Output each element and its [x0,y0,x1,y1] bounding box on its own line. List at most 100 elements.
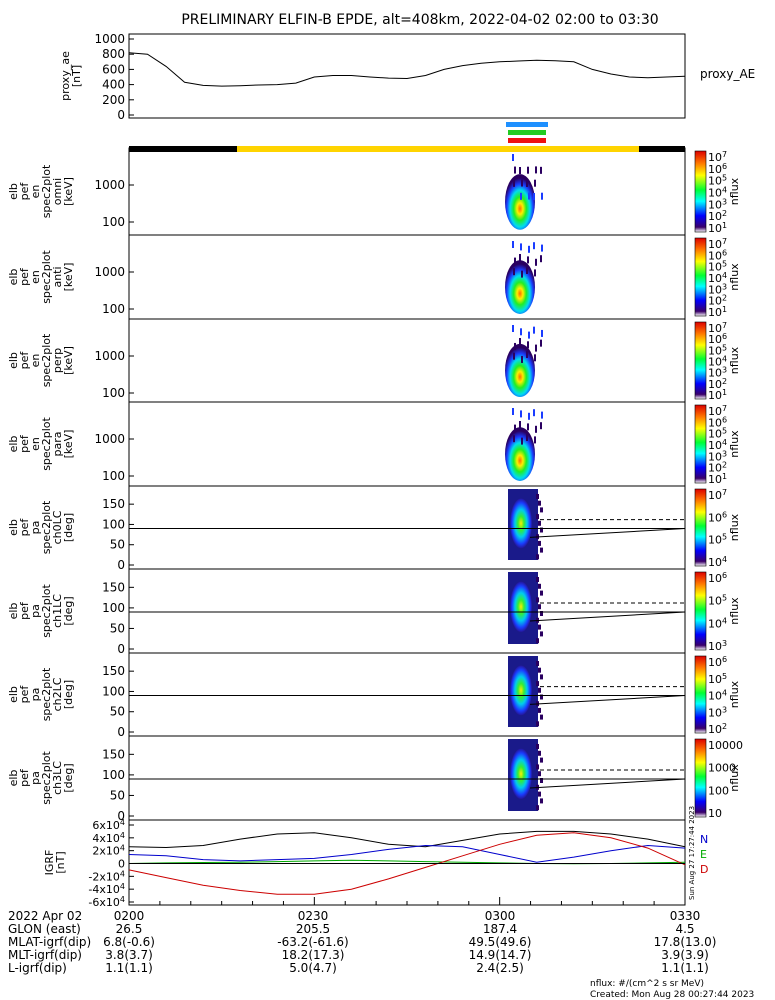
chart-title: PRELIMINARY ELFIN-B EPDE, alt=408km, 202… [181,12,658,28]
y-tick-label: 1000 [94,265,125,279]
orbit-bar [129,122,685,152]
y-axis-label-line: [keV] [62,346,75,375]
flux-speck [540,611,543,616]
colorbar-tick-label: 103 [708,197,727,211]
flux-speck [520,192,522,200]
flux-speck [536,554,539,560]
y-axis-label-line: pef [18,768,31,787]
flux-speck [540,757,543,763]
y-axis-label-line: ch2LC [51,677,64,711]
colorbar-tick-label: 103 [708,639,727,653]
colorbar-tick-label: 10000 [708,739,743,752]
ephemeris-value: 2.4(2.5) [476,961,524,975]
panel-spectrogram-8: 150 100 50 0 10000 1000 100 10 nflux elbpefpaspec… [7,735,743,823]
y-axis-label-line: pa [29,521,42,535]
y-axis-label-line: ch1LC [51,594,64,628]
flux-speck [536,764,539,770]
flux-speck [536,638,539,644]
y-axis-label-line: elb [7,603,20,620]
y-axis-label-line: pef [18,267,31,286]
ephemeris-table: 2022 Apr 02 0200 0230 0300 0330 GLON (ea… [8,909,716,975]
flux-speck [541,192,543,200]
colorbar-label: nflux [728,764,741,792]
y-axis-label-line: [keV] [62,263,75,292]
y-tick-label: -4x104 [88,882,125,896]
proxy-ae-line [128,52,686,87]
y-tick-label: 1000 [94,32,125,46]
flux-speck [526,180,528,187]
flux-speck [540,714,543,720]
flux-speck [536,494,539,499]
flux-speck [534,436,536,444]
ephemeris-value: 6.8(-0.6) [103,935,155,949]
y-tick-label: 600 [102,62,125,76]
flux-speck [540,166,542,174]
colorbar-tick-label: 103 [708,282,727,296]
colorbar-tick-label: 106 [708,248,727,262]
y-axis-label-line: elb [7,519,20,536]
panel-frame [128,33,686,119]
y-axis-label-line: elb [7,436,20,453]
flux-speck [520,410,522,418]
y-axis-label-line: proxy_ae [59,51,72,101]
orbit-bar-yellow [237,146,639,152]
flux-speck [538,687,541,693]
y-tick-label: 100 [102,469,125,483]
colorbar-tick-label: 105 [708,533,727,547]
y-tick-label: 0 [118,858,125,871]
flux-speck [519,421,521,428]
y-axis-label-line: pef [18,518,31,537]
flux-speck [538,583,541,589]
flux-speck [528,245,530,253]
flux-speck [540,507,543,513]
flux-speck [514,342,516,350]
y-tick-label: -2x104 [88,869,125,883]
side-stamp: Sun Aug 27 17:27:44 2023 [688,806,696,900]
flux-speck [538,771,541,777]
colorbar-label: nflux [728,346,741,374]
flux-speck [514,424,516,432]
flux-speck [521,437,523,445]
ephemeris-value: 1.1(1.1) [105,961,153,975]
y-tick-label: 50 [110,621,125,635]
colorbar-tick-label: 102 [708,209,727,223]
flux-speck [540,339,542,347]
panel-frame [128,234,686,320]
flux-core [510,748,532,799]
ephemeris-value: 26.5 [116,922,143,936]
legend-entry: E [700,848,707,861]
flux-speck [540,694,543,700]
y-axis-label-line: [deg] [62,513,75,542]
ephemeris-date: 2022 Apr 02 [8,909,82,923]
colorbar-tick-label: 101 [708,305,727,319]
panel-spectrogram-7: 150 100 50 0 106 105 104 103 102 nflux elbpefpaspe… [7,652,741,739]
flux-speck [540,590,543,596]
colorbar-tick-label: 107 [708,321,727,335]
y-axis-label-line: spec2plot [40,500,53,554]
ephemeris-value: 1.1(1.1) [661,961,709,975]
ephemeris-value: 3.8(3.7) [105,948,153,962]
legend-entry: D [700,863,708,876]
flux-speck [533,409,535,417]
flux-speck [536,514,539,520]
y-axis-label-line: pa [29,604,42,618]
flux-speck [534,354,536,362]
footer-created: Created: Mon Aug 28 00:27:44 2023 [590,990,754,1000]
colorbar-tick-label: 101 [708,388,727,402]
colorbar-tick-label: 102 [708,294,727,308]
colorbar-label: nflux [728,263,741,291]
flux-speck [538,791,541,797]
colorbar-tick-label: 104 [708,616,727,630]
flux-speck [512,408,514,415]
colorbar-tick-label: 107 [708,488,727,502]
flux-speck [526,351,528,358]
y-tick-label: 100 [102,386,125,400]
flux-speck [512,241,514,248]
y-tick-label: 150 [102,747,125,761]
orbit-bar-black-left [129,146,237,152]
y-axis-label-line: spec2plot [40,667,53,721]
colorbar-tick-label: 10 [708,807,722,820]
